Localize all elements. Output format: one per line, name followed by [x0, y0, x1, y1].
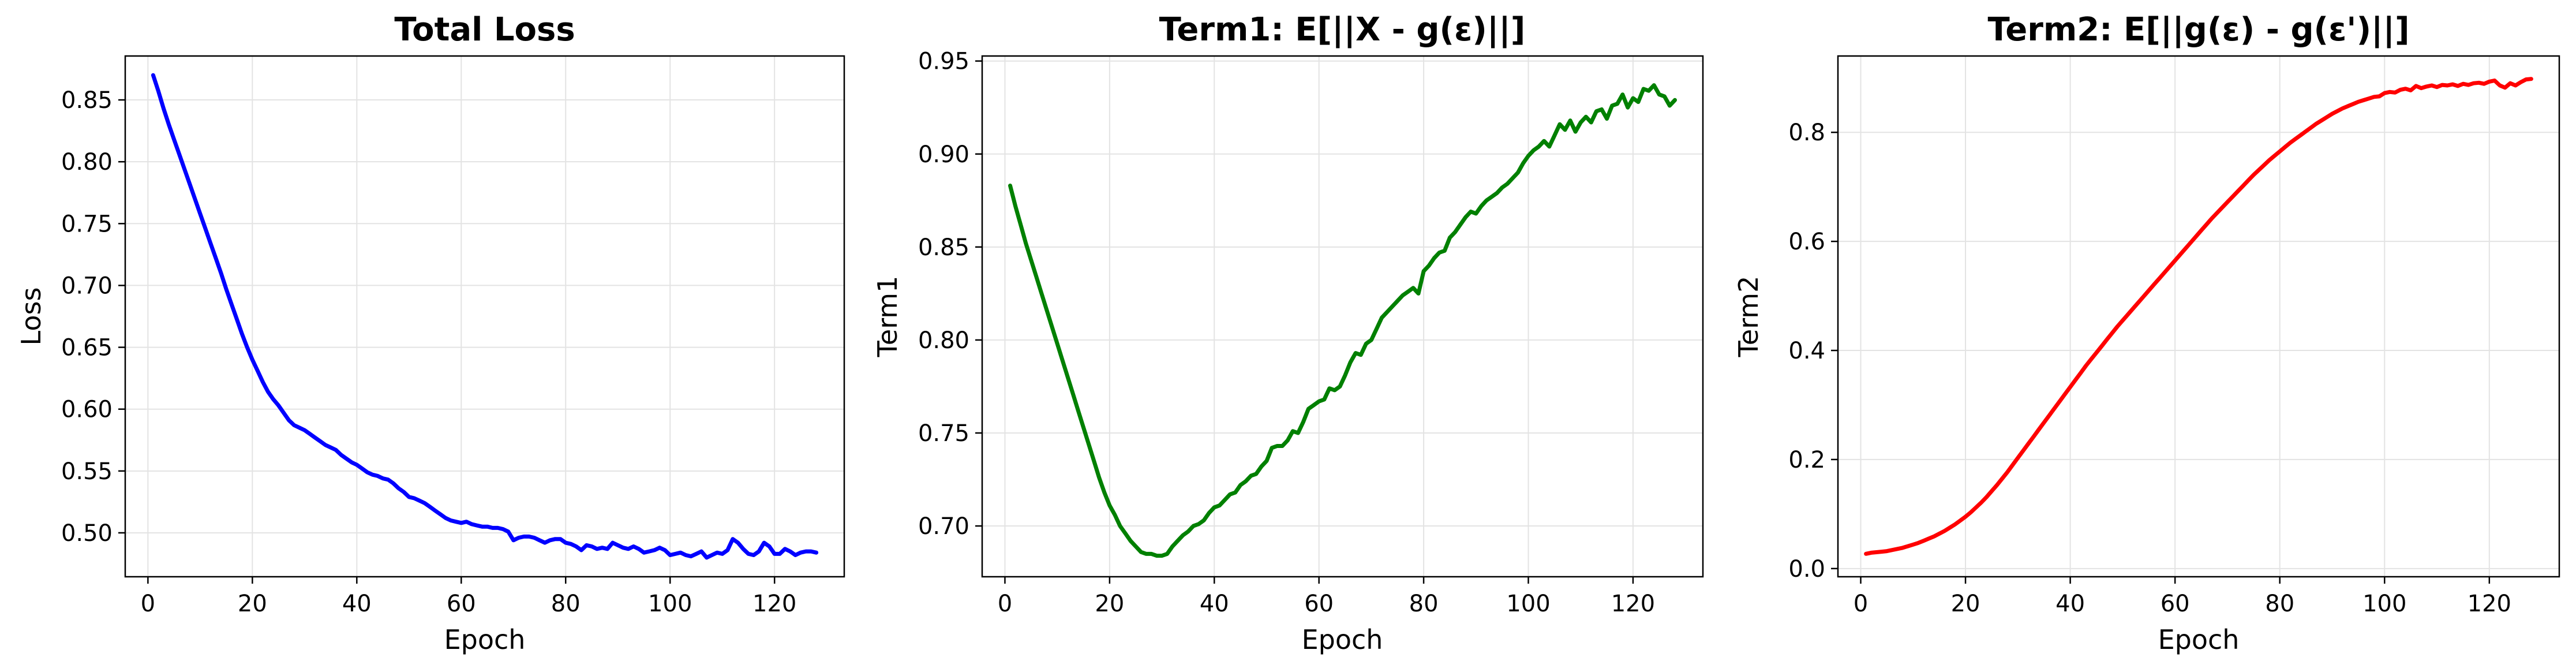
chart-title: Total Loss — [394, 11, 575, 48]
chart-title: Term2: E[||g(ε) - g(ε')||] — [1987, 11, 2409, 48]
y-tick-label: 0.80 — [61, 149, 113, 176]
chart-total-loss: Total Loss Epoch Loss 0 20 40 60 80 100 120 0.5… — [16, 11, 845, 655]
x-tick-label: 80 — [1409, 591, 1439, 617]
y-axis-label: Term2 — [1733, 276, 1764, 358]
y-tick-label: 0.0 — [1788, 556, 1825, 583]
chart-title: Term1: E[||X - g(ε)||] — [1159, 11, 1526, 48]
x-tick-label: 0 — [141, 591, 155, 617]
y-tick-label: 0.75 — [61, 211, 113, 237]
y-tick-label: 0.2 — [1788, 447, 1825, 473]
y-tick-label: 0.85 — [918, 234, 969, 261]
x-tick-label: 20 — [1951, 591, 1980, 617]
x-tick-label: 100 — [2362, 591, 2406, 617]
x-tick-label: 0 — [998, 591, 1012, 617]
y-tick-label: 0.80 — [918, 327, 969, 354]
x-axis-label: Epoch — [2158, 624, 2240, 655]
chart-term2: Term2: E[||g(ε) - g(ε')||] Epoch Term2 0… — [1733, 11, 2560, 655]
x-tick-label: 60 — [1304, 591, 1334, 617]
x-axis-label: Epoch — [444, 624, 526, 655]
x-tick-label: 40 — [1200, 591, 1229, 617]
y-axis-label: Term1 — [872, 276, 903, 358]
x-tick-label: 120 — [2468, 591, 2511, 617]
y-tick-label: 0.70 — [61, 272, 113, 299]
x-tick-label: 60 — [447, 591, 476, 617]
y-tick-label: 0.8 — [1788, 120, 1825, 146]
x-axis-label: Epoch — [1302, 624, 1383, 655]
x-tick-label: 80 — [551, 591, 581, 617]
x-tick-label: 120 — [1611, 591, 1655, 617]
x-tick-label: 120 — [752, 591, 796, 617]
y-tick-label: 0.95 — [918, 48, 969, 75]
x-tick-label: 100 — [648, 591, 692, 617]
y-tick-label: 0.70 — [918, 513, 969, 540]
x-tick-label: 40 — [342, 591, 372, 617]
x-tick-label: 100 — [1506, 591, 1550, 617]
plot-frame — [981, 55, 1704, 578]
x-tick-label: 0 — [1854, 591, 1868, 617]
y-tick-label: 0.50 — [61, 520, 113, 547]
plot-frame — [1837, 55, 2560, 578]
y-tick-label: 0.85 — [61, 87, 113, 114]
y-tick-label: 0.55 — [61, 458, 113, 485]
plot-frame — [124, 55, 845, 578]
y-tick-label: 0.75 — [918, 420, 969, 447]
chart-term1: Term1: E[||X - g(ε)||] Epoch Term1 0 20 40… — [872, 11, 1704, 655]
y-tick-label: 0.6 — [1788, 229, 1825, 255]
x-tick-label: 20 — [238, 591, 267, 617]
series-line — [151, 73, 819, 560]
series-line — [1864, 77, 2533, 556]
y-tick-label: 0.60 — [61, 397, 113, 423]
y-tick-label: 0.90 — [918, 141, 969, 168]
y-axis-label: Loss — [16, 288, 47, 346]
series-line — [1008, 83, 1677, 558]
y-tick-label: 0.4 — [1788, 338, 1825, 364]
y-tick-label: 0.65 — [61, 335, 113, 361]
x-tick-label: 80 — [2265, 591, 2294, 617]
x-tick-label: 40 — [2055, 591, 2085, 617]
x-tick-label: 60 — [2161, 591, 2190, 617]
x-tick-label: 20 — [1095, 591, 1124, 617]
